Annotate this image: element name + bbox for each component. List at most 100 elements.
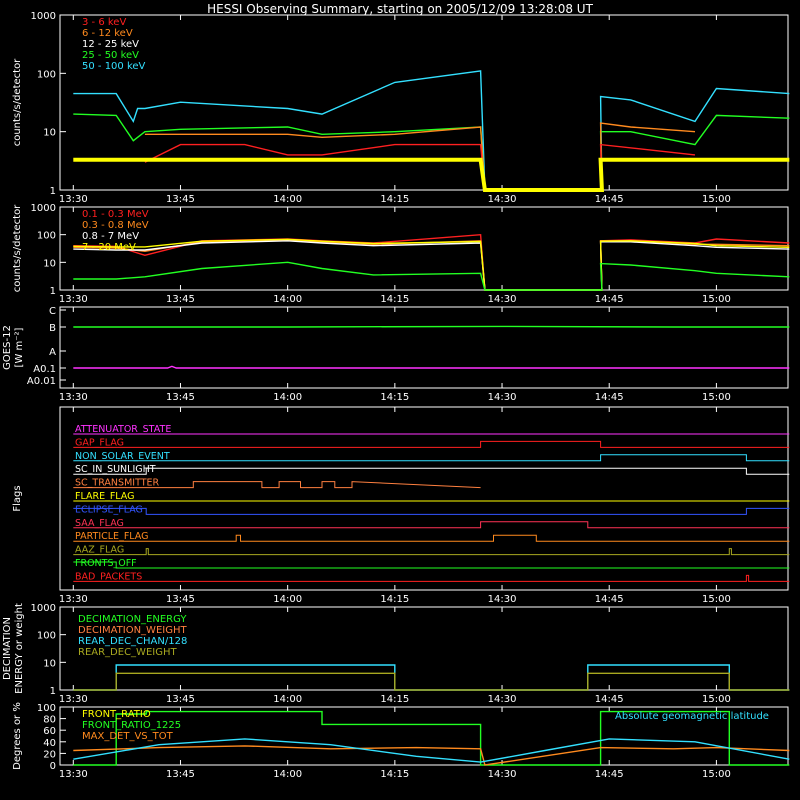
- p3-ytick-label: B: [49, 323, 56, 334]
- p1-xtick-label: 14:00: [273, 194, 302, 205]
- p1-legend-item: 6 - 12 keV: [82, 28, 133, 39]
- flag-label: BAD_PACKETS: [75, 571, 142, 582]
- p6-xtick-label: 14:15: [380, 769, 409, 780]
- p2-xtick-label: 14:30: [488, 294, 517, 305]
- p1-ytick-label: 100: [37, 69, 56, 80]
- flag-label: SC_TRANSMITTER: [75, 478, 160, 489]
- p5-xtick-label: 13:45: [166, 694, 195, 705]
- p1-series-green: [73, 113, 790, 191]
- p6-xtick-label: 14:45: [595, 769, 624, 780]
- flag-label: FRONTS_OFF: [75, 558, 137, 569]
- flag-label: SAA_FLAG: [75, 518, 124, 529]
- p2-series-green: [73, 261, 790, 291]
- p1-xtick-label: 13:45: [166, 194, 195, 205]
- flag-line-aaz-flag: [73, 548, 790, 556]
- p5-ylabel: DECIMATION: [2, 617, 13, 680]
- p1-legend-item: 3 - 6 keV: [82, 17, 126, 28]
- p6-ytick-label: 20: [43, 749, 56, 760]
- p1-series-yellow: [73, 157, 790, 192]
- p2-xtick-label: 14:45: [595, 294, 624, 305]
- p2-xtick-label: 13:30: [59, 294, 88, 305]
- p6-frame: [59, 706, 789, 766]
- p6-series-orange: [73, 745, 790, 766]
- p3-xtick-label: 14:15: [380, 392, 409, 403]
- p5-series-olive: [73, 672, 790, 691]
- p5-xtick-label: 13:30: [59, 694, 88, 705]
- p5-ylabel2: ENERGY or weight: [14, 603, 25, 694]
- p2-legend-item: 7 - 20 MeV: [82, 242, 136, 253]
- p3-xtick-label: 13:30: [59, 392, 88, 403]
- p5-ytick-label: 10: [43, 658, 56, 669]
- flag-label: AAZ_FLAG: [75, 545, 124, 556]
- p6-ytick-label: 40: [43, 738, 56, 749]
- p4-xtick-label: 13:30: [59, 594, 88, 605]
- flag-line-non-solar-event: [73, 454, 790, 462]
- p4-xtick-label: 13:45: [166, 594, 195, 605]
- p5-ytick-label: 1000: [31, 603, 56, 614]
- p1-xtick-label: 13:30: [59, 194, 88, 205]
- p5-xtick-label: 14:30: [488, 694, 517, 705]
- flag-line-saa-flag: [73, 521, 790, 529]
- p5-legend-item: DECIMATION_ENERGY: [78, 614, 187, 625]
- p4-xtick-label: 14:00: [273, 594, 302, 605]
- p5-legend-item: REAR_DEC_CHAN/128: [78, 636, 187, 647]
- flag-label: SC_IN_SUNLIGHT: [75, 464, 156, 475]
- p2-xtick-label: 15:00: [702, 294, 731, 305]
- p3-xtick-label: 13:45: [166, 392, 195, 403]
- p6-series-green: [73, 710, 790, 766]
- p2-xtick-label: 13:45: [166, 294, 195, 305]
- p1-xtick-label: 14:15: [380, 194, 409, 205]
- p5-ytick-label: 100: [37, 631, 56, 642]
- p3-ytick-label: A0.1: [33, 364, 56, 375]
- flag-label: GAP_FLAG: [75, 437, 124, 448]
- p3-xtick-label: 15:00: [702, 392, 731, 403]
- flag-line-sc-transmitter: [73, 481, 481, 489]
- p6-series-cyan: [73, 738, 790, 763]
- p1-ytick-label: 10: [43, 128, 56, 139]
- p5-legend-item: DECIMATION_WEIGHT: [78, 625, 187, 636]
- flag-line-gap-flag: [73, 440, 790, 448]
- p1-legend-item: 50 - 100 keV: [82, 61, 146, 72]
- p2-xtick-label: 14:00: [273, 294, 302, 305]
- p2-ytick-label: 1: [50, 286, 56, 297]
- flag-label: ECLIPSE_FLAG: [75, 504, 143, 515]
- p1-ytick-label: 1000: [31, 11, 56, 22]
- p3-xtick-label: 14:30: [488, 392, 517, 403]
- flag-label: ATTENUATOR_STATE: [75, 424, 171, 435]
- panels: 13:30 13:45 14:00 14:15 14:30 14:45 15:00 count…: [2, 11, 790, 780]
- p6-xtick-label: 14:30: [488, 769, 517, 780]
- flag-label: FLARE_FLAG: [75, 491, 135, 502]
- p2-ytick-label: 100: [37, 231, 56, 242]
- p2-xtick-label: 14:15: [380, 294, 409, 305]
- p5-legend-item: REAR_DEC_WEIGHT: [78, 647, 177, 658]
- p3-ylabel2: [W m⁻²]: [14, 327, 25, 367]
- p6-legend-item: FRONT_RATIO_1225: [82, 720, 181, 731]
- p4-xtick-label: 14:45: [595, 594, 624, 605]
- p3-series-green: [73, 325, 790, 328]
- p1-series-cyan: [73, 70, 790, 191]
- p3-ytick-label: C: [49, 306, 56, 317]
- p4-xtick-label: 14:30: [488, 594, 517, 605]
- p6-annotation: Absolute geomagnetic latitude: [615, 711, 769, 722]
- p3-ylabel: GOES-12: [2, 325, 13, 370]
- p4-frame: [59, 406, 789, 591]
- p2-ytick-label: 10: [43, 258, 56, 269]
- p5-xtick-label: 14:15: [380, 694, 409, 705]
- p2-legend-item: 0.1 - 0.3 MeV: [82, 209, 149, 220]
- p1-frame: [59, 14, 789, 191]
- p3-ytick-label: A0.01: [27, 376, 56, 387]
- p3-xtick-label: 14:00: [273, 392, 302, 403]
- p2-series-yellow: [73, 238, 790, 291]
- flag-line-fronts-off: [73, 561, 790, 569]
- chart-title: HESSI Observing Summary, starting on 200…: [207, 2, 593, 16]
- p6-ytick-label: 100: [37, 703, 56, 714]
- p6-xtick-label: 13:45: [166, 769, 195, 780]
- p3-xtick-label: 14:45: [595, 392, 624, 403]
- p3-series-magenta: [73, 365, 790, 369]
- p5-xtick-label: 14:45: [595, 694, 624, 705]
- p6-ytick-label: 80: [43, 715, 56, 726]
- p1-xtick-label: 14:45: [595, 194, 624, 205]
- p4-xtick-label: 15:00: [702, 594, 731, 605]
- p6-xtick-label: 13:30: [59, 769, 88, 780]
- p1-xtick-label: 15:00: [702, 194, 731, 205]
